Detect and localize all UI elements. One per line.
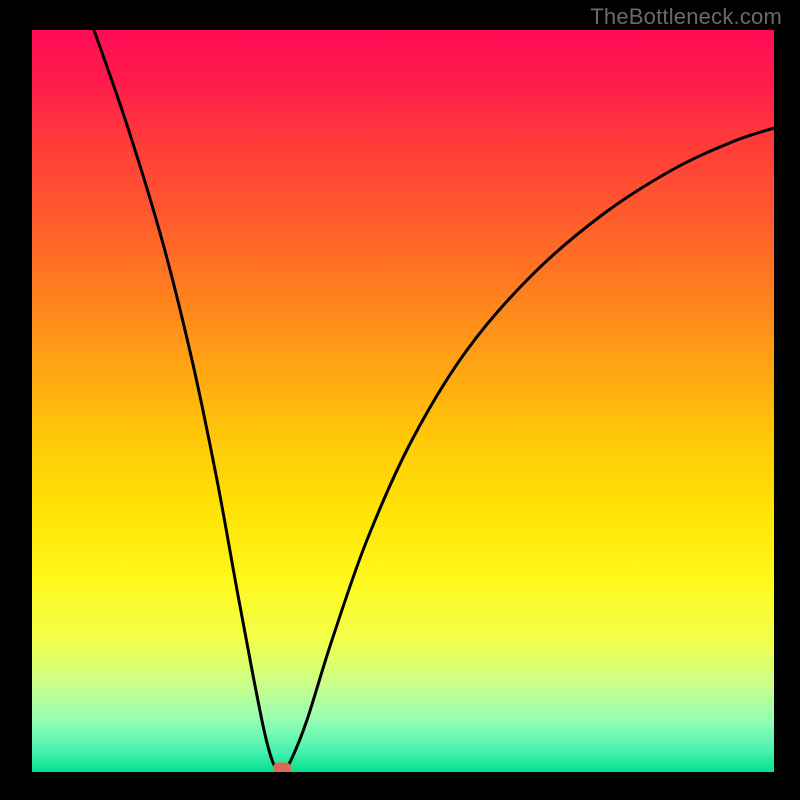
curve-layer	[32, 30, 774, 772]
optimum-marker	[273, 763, 291, 773]
chart-container: TheBottleneck.com	[0, 0, 800, 800]
bottleneck-curve	[94, 30, 774, 771]
plot-area	[32, 30, 774, 772]
watermark-text: TheBottleneck.com	[590, 4, 782, 30]
